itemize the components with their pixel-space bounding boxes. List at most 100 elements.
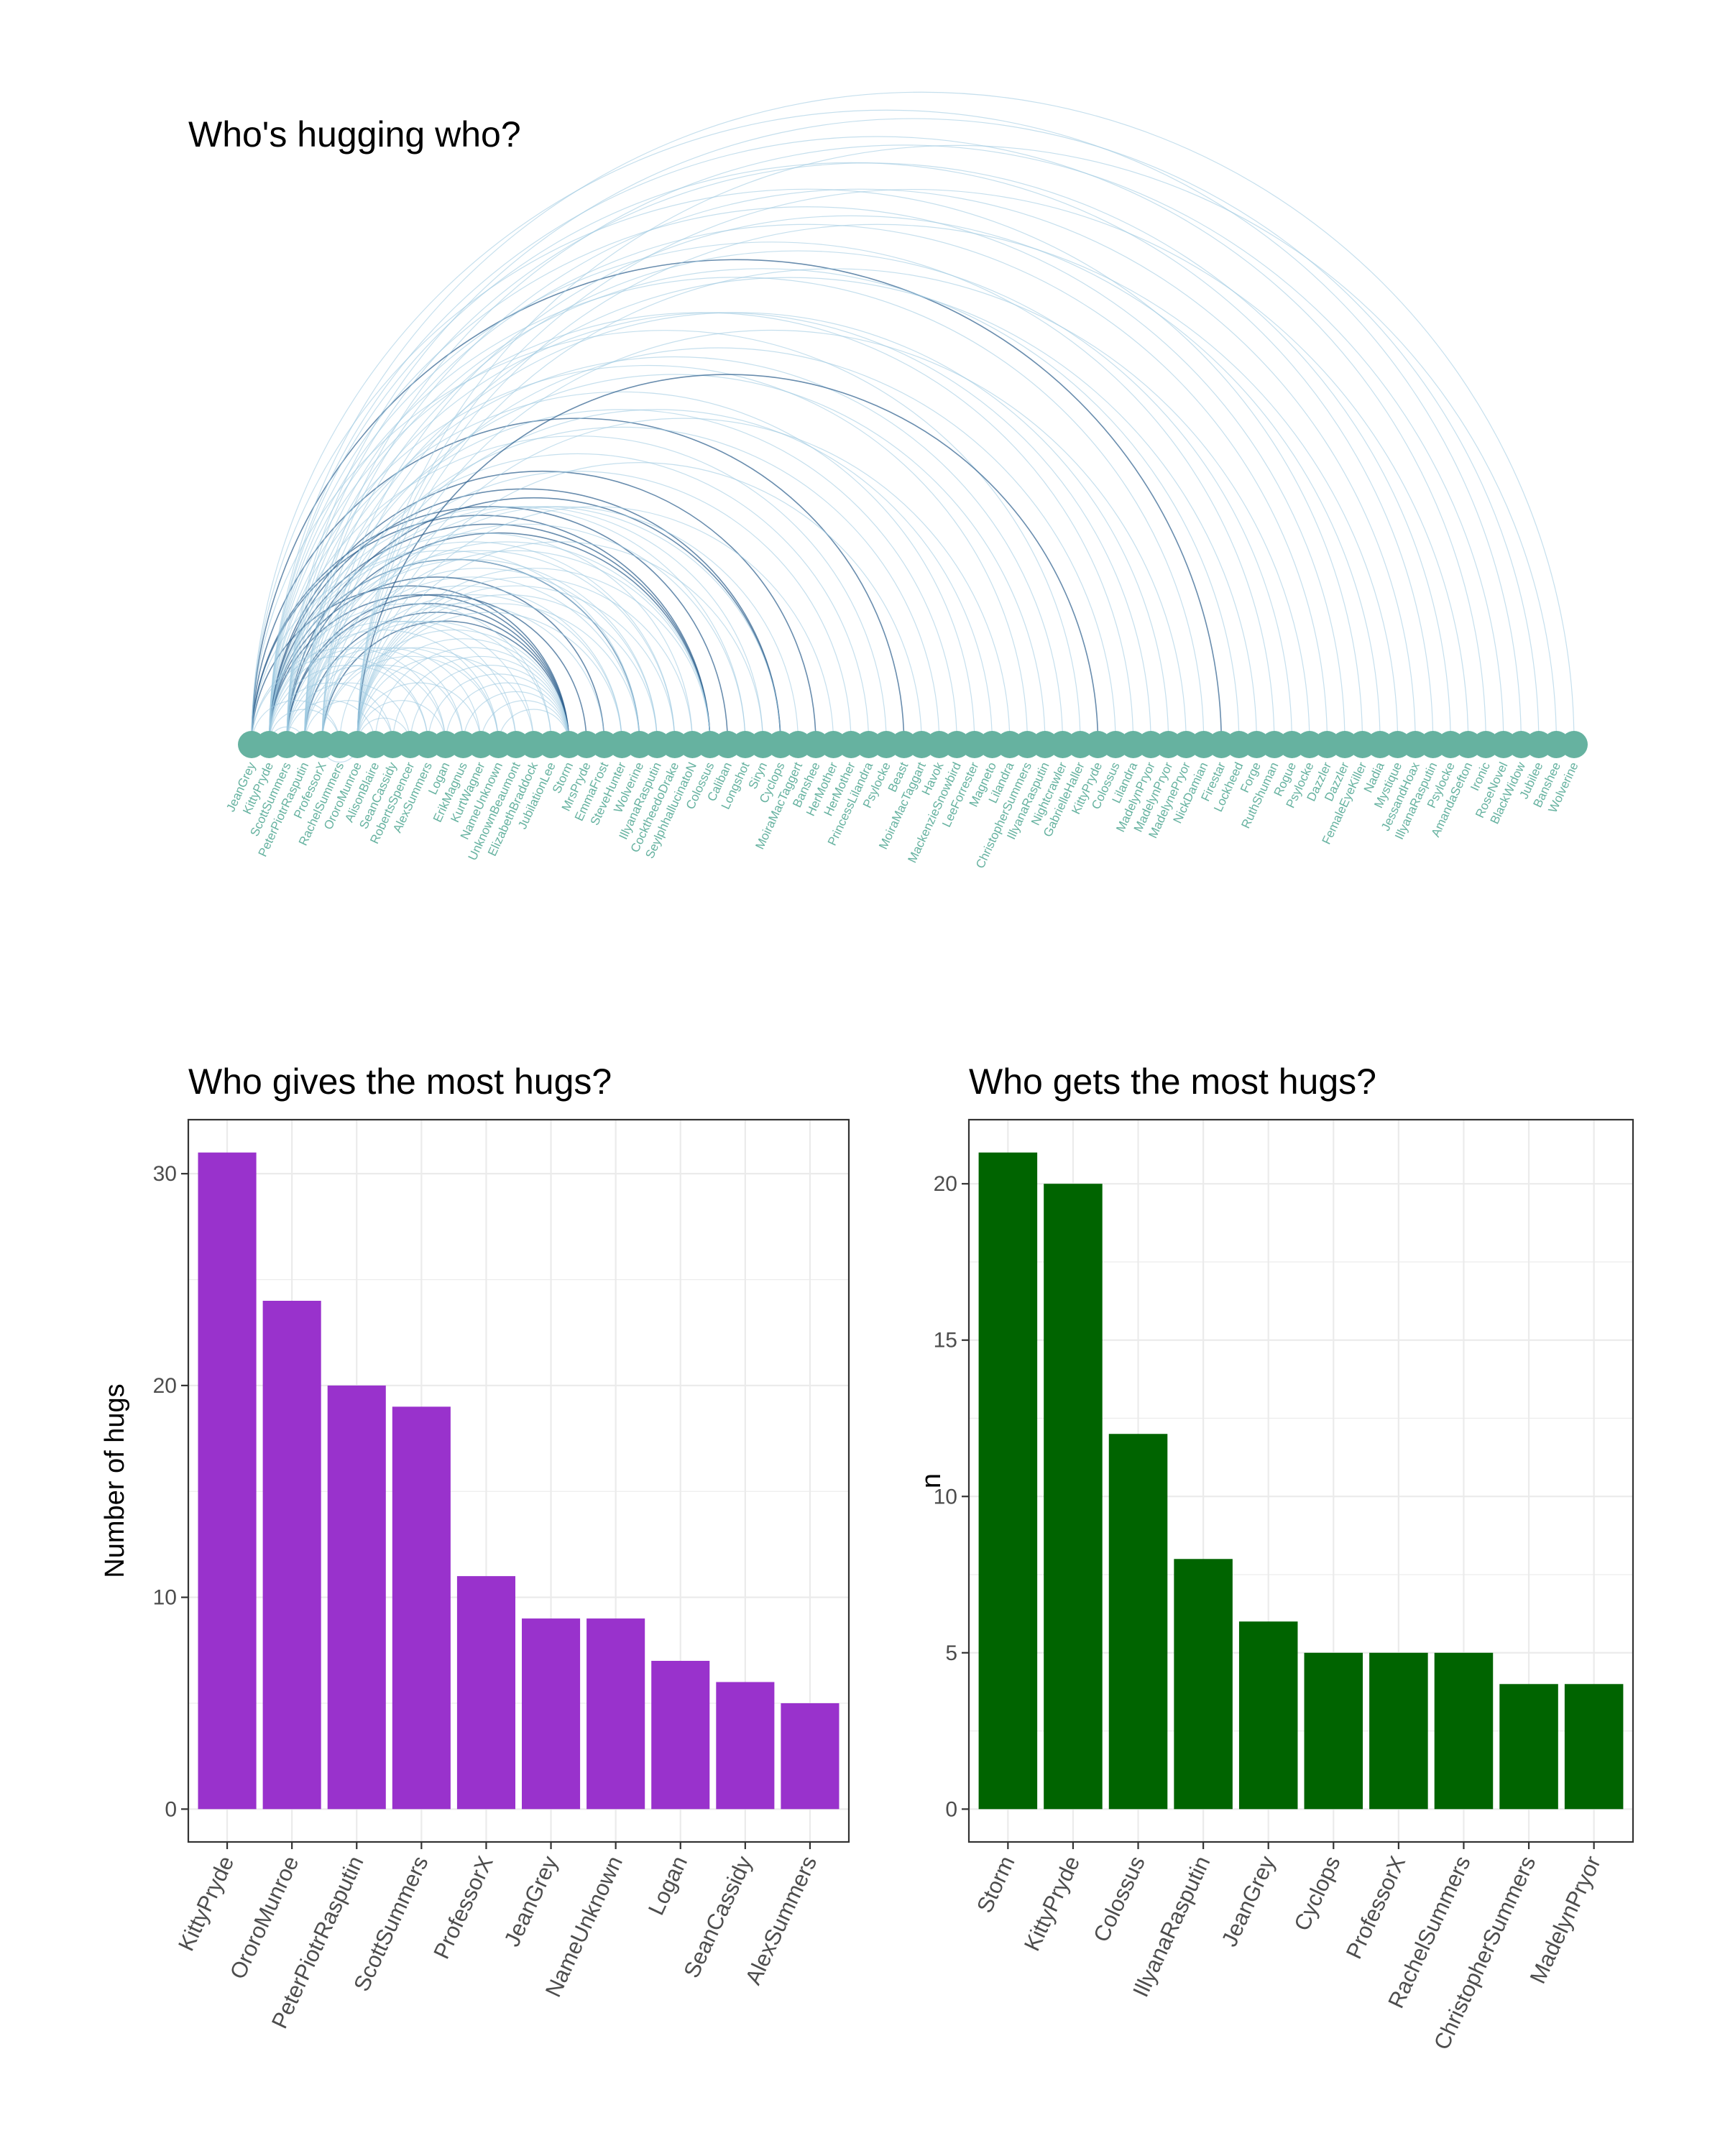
hug-edge [304,426,940,745]
hug-edge [321,277,1257,745]
hug-edge [251,700,341,745]
hug-edge [356,585,676,745]
get-bar [1499,1684,1558,1810]
hug-edge [286,700,376,745]
hug-edge [304,647,500,745]
give-bar [716,1682,775,1810]
give-bar-chart: 0 10 20 30 KittyPrydeOroroMunroePeterPiotrRa… [100,1118,850,2032]
hug-edge [356,144,1558,745]
hug-edge [321,647,517,745]
get-bar [1238,1621,1298,1810]
hug-edge [356,268,1310,745]
hug-edge [268,576,605,745]
hug-edge [356,700,446,745]
hug-edge [286,532,711,745]
give-bar [262,1300,321,1810]
get-bar [1044,1184,1103,1810]
give-y-axis-title: Number of hugs [100,1383,130,1577]
arc-node-labels: JeanGreyKittyPrydeScottSummersPeterPiotr… [224,760,1581,870]
hug-edge [356,329,1187,745]
hug-edge [268,629,500,745]
hug-edge [287,224,1327,745]
arc-diagram: JeanGreyKittyPrydeScottSummersPeterPiotr… [224,91,1588,870]
give-hugs-panel: Who gives the most hugs? 0 10 20 30 KittyPry… [0,1006,862,2156]
get-y-axis: 0 5 10 15 20 [934,1172,969,1821]
hug-edge [356,541,764,745]
hug-edge [356,612,622,745]
get-x-tick-label: Storm [972,1852,1020,1917]
hug-edge [268,620,517,745]
give-bar [392,1406,451,1810]
arc-chart-title: Who's hugging who? [188,114,521,155]
get-bar [1369,1652,1428,1810]
hug-edge [304,188,1416,745]
hug-edge [251,515,711,745]
hug-edge [392,656,570,745]
get-x-tick-label: Cyclops [1289,1852,1345,1935]
arc-edges [251,91,1575,763]
hug-edge [304,506,781,745]
hug-edge [268,682,393,745]
get-y-axis-title: n [916,1473,947,1488]
get-bar [1434,1652,1494,1810]
give-x-axis: KittyPrydeOroroMunroePeterPiotrRasputinS… [173,1842,822,2032]
get-bar [1564,1684,1624,1810]
get-x-tick-label: MadelynPryor [1524,1852,1606,1987]
give-y-tick-label: 30 [153,1162,177,1186]
hug-edge [268,533,693,745]
hug-edge [304,144,1504,745]
hug-edge [268,277,1205,745]
hug-edge [251,656,428,745]
hug-edge [321,409,993,745]
hug-edge [286,682,411,745]
give-x-tick-label: KittyPryde [173,1852,239,1955]
give-y-tick-label: 20 [153,1374,177,1398]
hug-edge [268,91,1575,745]
get-y-tick-label: 5 [945,1641,957,1665]
get-bar [1108,1434,1168,1810]
get-bar-chart: 0 5 10 15 20 Storm KittyPryde ColossusIllyanaRa… [916,1118,1634,2053]
hug-edge [304,374,1046,745]
hug-edge [304,250,1293,745]
hug-edge [268,206,1346,745]
hug-edge [304,541,711,745]
get-plot-border [967,1118,1634,1843]
hug-edge [357,418,1010,745]
hug-edge [356,594,658,745]
give-x-tick-label: JeanGrey [499,1852,563,1950]
hug-edge [268,470,816,745]
get-hugs-panel: Who gets the most hugs? 0 5 10 15 20 Storm Kit… [862,1006,1725,2156]
give-y-axis: 0 10 20 30 [153,1162,188,1821]
hug-edge [286,665,446,745]
hug-edge [251,585,570,745]
hug-edge [251,188,1363,745]
give-bar [327,1385,386,1810]
hug-edge [270,242,1274,745]
give-bar [456,1576,515,1810]
hug-edge [339,630,570,745]
hug-edge [321,620,570,745]
give-y-tick-label: 0 [165,1797,177,1821]
hug-edge [304,568,658,745]
hug-edge [321,594,622,745]
hug-edge [268,709,341,745]
get-y-tick-label: 10 [934,1485,957,1508]
get-bar [1174,1559,1233,1810]
get-chart-title: Who gets the most hugs? [969,1061,1376,1102]
get-x-tick-label: ProfessorX [1341,1852,1411,1963]
hug-edge [356,682,482,745]
hug-edge [251,550,640,745]
hug-edge [304,700,393,745]
hug-edge [286,162,1451,745]
hug-edge [268,647,464,745]
hug-edge [251,329,1081,745]
give-bar [586,1618,645,1810]
give-bar [198,1152,257,1810]
get-y-tick-label: 20 [934,1172,957,1196]
give-bar [651,1661,710,1810]
hug-edge [268,541,676,745]
get-x-tick-label: JeanGrey [1217,1852,1281,1950]
hug-edge [356,603,640,745]
give-y-tick-label: 10 [153,1586,177,1610]
give-x-tick-label: Logan [643,1852,692,1919]
